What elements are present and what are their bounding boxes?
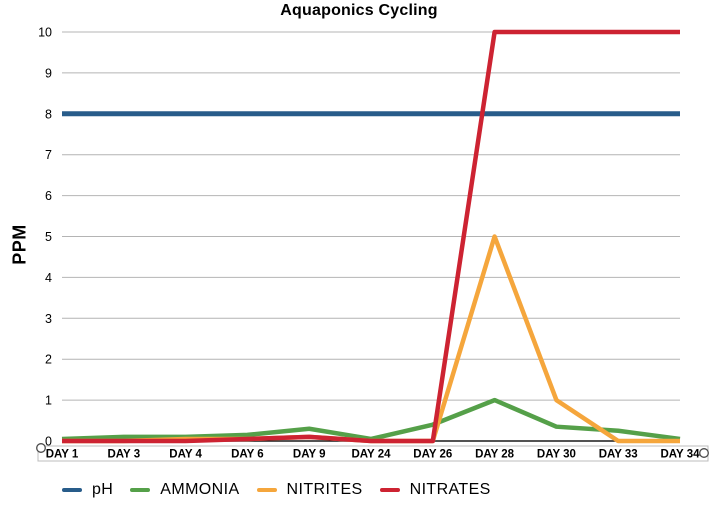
gridlines-layer	[62, 31, 680, 442]
legend-item-nitrites: NITRITES	[256, 481, 363, 499]
legend-item-nitrates: NITRATES	[379, 481, 491, 499]
y-tick-label: 0	[45, 435, 52, 449]
x-category-label-day-6: DAY 6	[231, 449, 264, 461]
x-category-label-day-9: DAY 9	[293, 449, 326, 461]
x-category-label-day-4: DAY 4	[169, 449, 202, 461]
chart-legend: pH AMMONIA NITRITES NITRATES	[62, 481, 491, 499]
y-tick-label: 8	[45, 107, 52, 121]
x-category-label-day-24: DAY 24	[351, 449, 391, 461]
chart-title: Aquaponics Cycling	[280, 2, 438, 19]
legend-swatch-nitrites	[256, 488, 277, 492]
series-line-nitrites	[62, 234, 680, 444]
y-tick-label: 9	[45, 66, 52, 80]
legend-label-nitrites: NITRITES	[286, 481, 363, 498]
y-tick-label: 7	[45, 148, 52, 162]
legend-item-ph: pH	[62, 481, 113, 499]
y-tick-label: 3	[45, 312, 52, 326]
x-category-label-day-30: DAY 30	[537, 449, 576, 461]
x-category-label-day-1: DAY 1	[46, 449, 79, 461]
axis-endpoint-handle-left	[36, 443, 46, 453]
y-tick-label: 6	[45, 189, 52, 203]
legend-swatch-nitrates	[379, 488, 400, 492]
legend-swatch-ph	[62, 488, 82, 492]
x-category-label-day-26: DAY 26	[413, 449, 452, 461]
legend-label-ammonia: AMMONIA	[160, 481, 240, 498]
y-tick-label: 10	[38, 26, 52, 40]
x-category-labels: DAY 1 DAY 3 DAY 4 DAY 6 DAY 9 DAY 24 DAY 26 DAY…	[46, 449, 700, 461]
x-category-label-day-28: DAY 28	[475, 449, 515, 461]
y-tick-label: 5	[45, 230, 52, 244]
axis-endpoint-handle-right	[699, 448, 709, 458]
y-tick-labels: 0 1 2 3 4 5 6 7 8 9 10	[38, 26, 52, 449]
x-category-label-day-3: DAY 3	[107, 449, 140, 461]
legend-label-nitrates: NITRATES	[409, 481, 491, 498]
x-category-label-day-33: DAY 33	[599, 449, 638, 461]
y-tick-label: 2	[45, 353, 52, 367]
y-tick-label: 1	[45, 394, 52, 408]
series-line-nitrates	[62, 29, 680, 444]
x-category-label-day-34: DAY 34	[660, 449, 700, 461]
series-lines-layer	[61, 29, 681, 444]
y-tick-label: 4	[45, 271, 52, 285]
legend-item-ammonia: AMMONIA	[130, 481, 239, 499]
legend-label-ph: pH	[92, 481, 114, 498]
legend-swatch-ammonia	[130, 488, 151, 492]
